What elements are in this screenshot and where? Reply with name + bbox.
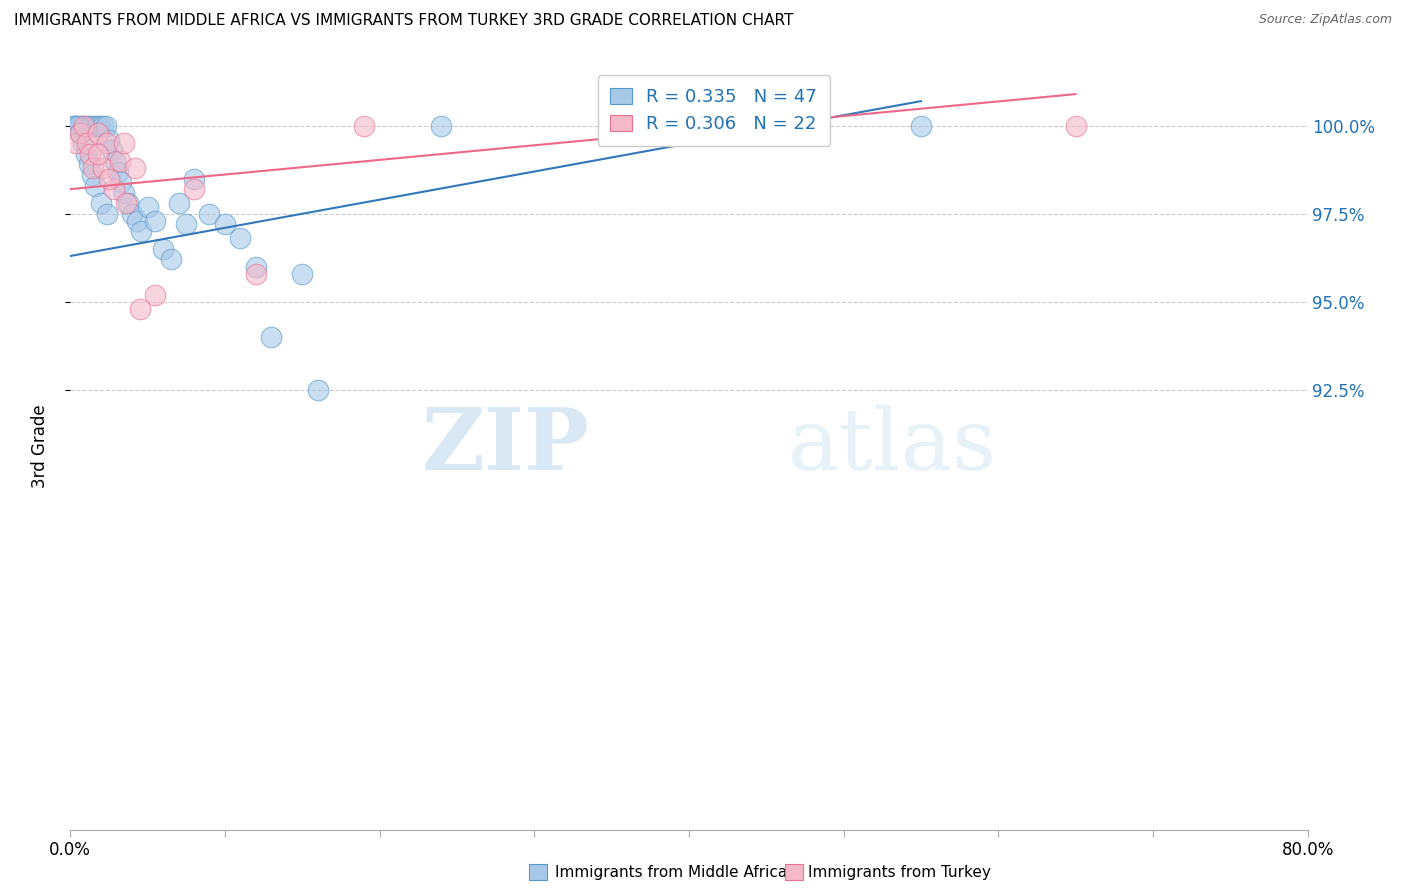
Point <box>307 383 329 397</box>
Point <box>353 119 375 133</box>
Point <box>430 119 453 133</box>
Point <box>136 200 159 214</box>
Point <box>114 186 135 200</box>
Point <box>1064 119 1087 133</box>
Point <box>90 196 112 211</box>
Point <box>79 147 101 161</box>
Point <box>91 119 114 133</box>
Point <box>87 126 110 140</box>
Point <box>145 214 166 228</box>
Point <box>214 217 236 231</box>
Point <box>98 133 120 147</box>
Point <box>114 136 135 151</box>
Point <box>80 168 103 182</box>
Point <box>124 161 146 175</box>
Point <box>103 182 125 196</box>
Point <box>145 287 166 301</box>
Point <box>67 119 90 133</box>
Point <box>87 147 110 161</box>
Text: ZIP: ZIP <box>422 404 591 488</box>
Point <box>291 267 314 281</box>
Point <box>101 144 124 158</box>
Point <box>73 119 96 133</box>
Point <box>84 178 107 193</box>
Point <box>125 214 148 228</box>
Point <box>167 196 190 211</box>
Text: atlas: atlas <box>787 404 997 488</box>
Point <box>198 207 221 221</box>
Point <box>69 126 91 140</box>
Point <box>62 119 84 133</box>
Point <box>65 136 87 151</box>
Point <box>77 157 100 171</box>
Point <box>183 171 205 186</box>
Point <box>76 119 98 133</box>
Text: Immigrants from Turkey: Immigrants from Turkey <box>808 865 991 880</box>
Point <box>129 301 152 316</box>
Legend: R = 0.335   N = 47, R = 0.306   N = 22: R = 0.335 N = 47, R = 0.306 N = 22 <box>598 75 830 146</box>
Point <box>89 119 111 133</box>
Point <box>245 260 267 274</box>
Point <box>229 231 252 245</box>
Point <box>183 182 205 196</box>
Point <box>160 252 183 267</box>
Point <box>107 164 129 178</box>
Point <box>65 119 87 133</box>
Point <box>98 171 120 186</box>
Point <box>245 267 267 281</box>
Text: Source: ZipAtlas.com: Source: ZipAtlas.com <box>1258 13 1392 27</box>
Point <box>79 119 101 133</box>
Y-axis label: 3rd Grade: 3rd Grade <box>31 404 49 488</box>
Point <box>260 330 283 344</box>
Point <box>70 119 93 133</box>
Point <box>82 119 105 133</box>
Point <box>115 196 138 211</box>
Point <box>131 224 153 238</box>
Point <box>104 153 127 168</box>
Point <box>91 161 114 175</box>
Text: IMMIGRANTS FROM MIDDLE AFRICA VS IMMIGRANTS FROM TURKEY 3RD GRADE CORRELATION CH: IMMIGRANTS FROM MIDDLE AFRICA VS IMMIGRA… <box>14 13 793 29</box>
Point <box>121 207 143 221</box>
Point <box>910 119 932 133</box>
Point <box>96 207 118 221</box>
Point <box>174 217 197 231</box>
Text: Immigrants from Middle Africa: Immigrants from Middle Africa <box>555 865 787 880</box>
Point <box>72 136 94 151</box>
Point <box>96 136 118 151</box>
Point <box>152 242 174 256</box>
Point <box>110 175 132 189</box>
Point <box>76 136 98 151</box>
Point <box>94 119 117 133</box>
Point <box>108 153 131 168</box>
Point <box>73 119 96 133</box>
Point <box>82 161 105 175</box>
Point <box>75 147 97 161</box>
Point <box>69 126 91 140</box>
Point <box>86 119 108 133</box>
Point <box>63 119 86 133</box>
Point <box>117 196 139 211</box>
